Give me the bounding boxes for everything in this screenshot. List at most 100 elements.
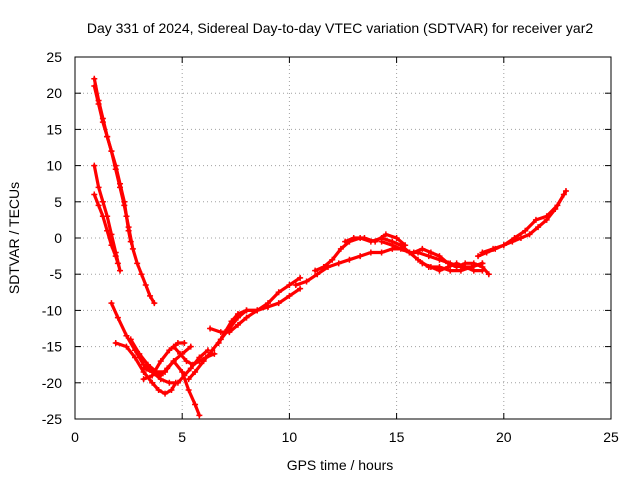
data-point (147, 292, 154, 299)
y-tick-label: -20 (42, 375, 62, 391)
data-point (337, 245, 344, 252)
y-tick-label: -15 (42, 339, 62, 355)
data-point (427, 249, 434, 256)
data-point (155, 387, 162, 394)
data-point (526, 231, 533, 238)
data-point (342, 238, 349, 245)
data-point (95, 202, 102, 209)
data-point (140, 365, 147, 372)
data-point (522, 227, 529, 234)
data-point (397, 245, 404, 252)
data-point (234, 321, 241, 328)
data-point (500, 242, 507, 249)
data-point (112, 162, 119, 169)
data-point (286, 282, 293, 289)
data-point (312, 267, 319, 274)
data-point (117, 180, 124, 187)
data-point (170, 343, 177, 350)
y-tick-labels: -25 -20 -15 -10 -5 0 5 10 15 20 25 (42, 49, 62, 427)
data-point (95, 184, 102, 191)
data-point (185, 376, 192, 383)
data-point (114, 260, 121, 267)
data-point (192, 368, 199, 375)
data-point (228, 318, 235, 325)
data-point (286, 292, 293, 299)
data-point (372, 238, 379, 245)
x-tick-label: 25 (603, 429, 619, 445)
data-point (350, 235, 357, 241)
data-point (99, 119, 106, 126)
data-series (91, 75, 569, 419)
data-point (117, 267, 124, 274)
data-point (172, 379, 179, 386)
data-point (419, 245, 426, 252)
data-point (329, 256, 336, 263)
data-point (200, 358, 207, 365)
y-tick-label: 25 (46, 49, 62, 65)
x-tick-label: 10 (282, 429, 298, 445)
data-point (479, 267, 486, 274)
data-point (445, 263, 452, 270)
data-point (157, 358, 164, 365)
data-point (402, 242, 409, 249)
y-tick-label: 15 (46, 121, 62, 137)
grid-lines (75, 57, 611, 419)
data-point (462, 263, 469, 270)
data-point (108, 148, 115, 155)
data-point (114, 314, 121, 321)
data-point (532, 216, 539, 223)
data-point (207, 325, 214, 332)
x-tick-label: 20 (496, 429, 512, 445)
data-point (378, 238, 385, 245)
data-point (127, 336, 134, 343)
data-point (367, 249, 374, 256)
data-point (183, 358, 190, 365)
data-point (185, 387, 192, 394)
data-point (297, 274, 304, 281)
data-point (470, 267, 477, 274)
data-point (123, 213, 130, 220)
data-point (196, 412, 203, 419)
data-point (314, 271, 321, 278)
data-point (95, 101, 102, 108)
x-axis-label: GPS time / hours (287, 457, 394, 473)
data-point (562, 187, 569, 194)
data-point (177, 350, 184, 357)
data-point (419, 260, 426, 267)
y-tick-label: 10 (46, 158, 62, 174)
data-point (179, 368, 186, 375)
chart-title: Day 331 of 2024, Sidereal Day-to-day VTE… (87, 20, 593, 36)
y-tick-label: -10 (42, 302, 62, 318)
data-point (389, 242, 396, 249)
data-point (123, 343, 130, 350)
data-point (149, 379, 156, 386)
data-point (144, 361, 151, 368)
data-point (142, 282, 149, 289)
data-point (162, 390, 169, 397)
data-point (140, 376, 147, 383)
data-point (346, 256, 353, 263)
data-point (357, 253, 364, 260)
data-point (209, 347, 216, 354)
data-point (415, 256, 422, 263)
data-point (234, 311, 241, 318)
data-point (127, 238, 134, 245)
data-point (479, 249, 486, 256)
y-tick-label: 0 (54, 230, 62, 246)
data-point (91, 162, 98, 169)
data-point (104, 227, 111, 234)
data-point (320, 263, 327, 270)
data-point (112, 339, 119, 346)
data-point (168, 387, 175, 394)
data-point (475, 253, 482, 260)
data-point (91, 191, 98, 198)
data-point (157, 372, 164, 379)
data-point (393, 235, 400, 241)
data-point (436, 267, 443, 274)
x-tick-label: 5 (178, 429, 186, 445)
data-point (189, 361, 196, 368)
y-tick-label: -5 (50, 266, 63, 282)
data-point (297, 285, 304, 292)
data-point (382, 231, 389, 238)
